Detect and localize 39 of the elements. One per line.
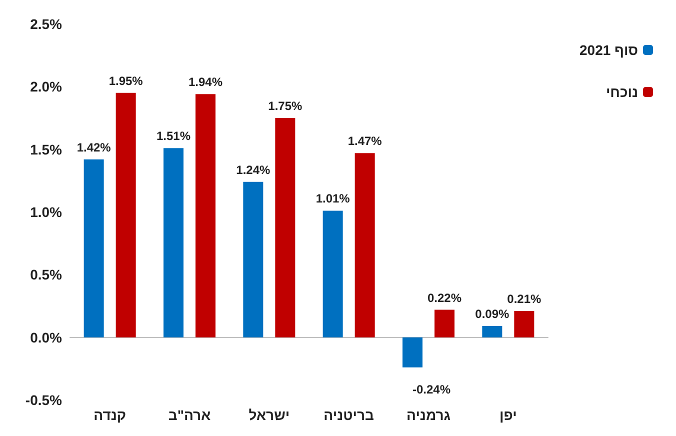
data-label: 1.01%: [316, 192, 350, 206]
bar: [243, 182, 264, 338]
x-tick-label: גרמניה: [406, 407, 451, 423]
data-label: 0.09%: [475, 307, 510, 322]
legend-label: סוף 2021: [580, 42, 638, 58]
x-tick-label: יפן: [500, 407, 517, 423]
y-tick-label: 0.0%: [30, 329, 63, 346]
data-label: 1.51%: [156, 129, 191, 144]
data-label: 0.22%: [427, 290, 462, 305]
y-tick-label: -0.5%: [25, 392, 63, 408]
data-label: 1.75%: [268, 99, 303, 113]
bar: [196, 94, 216, 338]
x-tick-label: ישראל: [248, 407, 290, 423]
x-tick-label: בריטניה: [324, 407, 374, 423]
y-tick-label: 1.0%: [30, 204, 63, 220]
y-tick-label: 2.0%: [30, 78, 63, 95]
bar: [402, 337, 422, 368]
bar: [482, 326, 502, 338]
bar: [164, 148, 184, 338]
legend-label: נוכחי: [606, 84, 638, 100]
bar: [322, 210, 343, 338]
bar: [434, 310, 454, 338]
bar: [84, 159, 104, 338]
data-label: 0.21%: [507, 292, 542, 306]
data-label: 1.95%: [108, 74, 144, 88]
data-label: 1.47%: [348, 134, 382, 148]
y-tick-label: 2.5%: [30, 16, 63, 32]
bar: [354, 153, 375, 338]
bar: [116, 92, 136, 338]
bar: [275, 118, 296, 338]
x-tick-label: קנדה: [94, 407, 126, 423]
data-label: -0.24%: [412, 382, 451, 396]
x-tick-label: ארה"ב: [168, 407, 212, 423]
y-tick-label: 0.5%: [30, 266, 63, 283]
y-tick-label: 1.5%: [30, 141, 63, 158]
data-label: 1.42%: [76, 140, 112, 154]
bar: [514, 311, 534, 338]
data-label: 1.24%: [236, 162, 271, 177]
data-label: 1.94%: [188, 75, 223, 90]
